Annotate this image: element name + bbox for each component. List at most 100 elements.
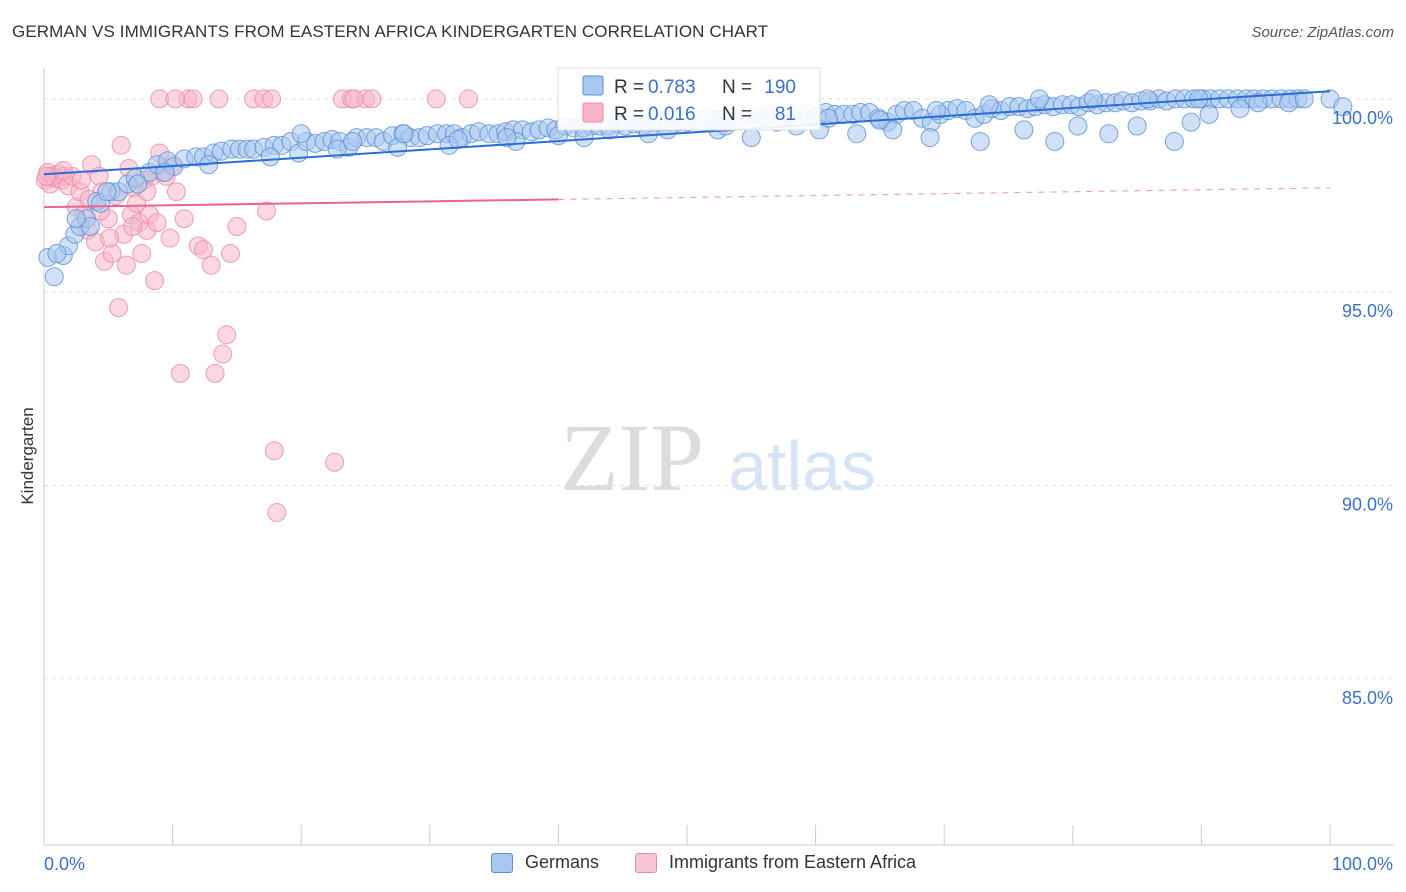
germans-point bbox=[1045, 131, 1065, 151]
eastern-africa-point bbox=[100, 228, 120, 248]
germans-point bbox=[343, 131, 363, 151]
eastern-africa-point bbox=[53, 160, 73, 180]
legend-item-eastern-africa: Immigrants from Eastern Africa bbox=[635, 852, 916, 873]
bottom-legend: Germans Immigrants from Eastern Africa bbox=[0, 850, 1406, 878]
germans-point bbox=[1333, 97, 1353, 117]
eastern-africa-point bbox=[205, 363, 225, 383]
eastern-africa-trend bbox=[43, 198, 559, 209]
germans-point bbox=[1127, 116, 1147, 136]
germans-point bbox=[926, 101, 946, 121]
eastern-africa-point bbox=[147, 213, 167, 233]
eastern-africa-point bbox=[344, 89, 364, 109]
x-tick-labels: 0.0% 100.0% bbox=[44, 854, 1393, 874]
germans-point bbox=[327, 139, 347, 159]
germans-r-value: 0.783 bbox=[648, 77, 696, 98]
eastern-africa-point bbox=[217, 325, 237, 345]
y-tick-label: 100.0% bbox=[1332, 108, 1393, 128]
legend-label-germans: Germans bbox=[525, 852, 600, 872]
germans-point bbox=[970, 131, 990, 151]
y-tick-label: 90.0% bbox=[1342, 494, 1393, 514]
germans-point bbox=[979, 95, 999, 115]
watermark-atlas: atlas bbox=[728, 427, 876, 505]
germans-point bbox=[574, 128, 594, 148]
germans-point bbox=[1294, 89, 1314, 109]
germans-point bbox=[1099, 124, 1119, 144]
germans-point bbox=[394, 124, 414, 144]
germans-point bbox=[128, 174, 148, 194]
eastern-africa-point bbox=[193, 240, 213, 260]
eastern-africa-point bbox=[264, 441, 284, 461]
x-tick-label-max: 100.0% bbox=[1332, 854, 1393, 874]
eastern-africa-point bbox=[71, 170, 91, 190]
axes bbox=[43, 68, 1394, 846]
eastern-africa-point bbox=[37, 166, 57, 186]
eastern-africa-point bbox=[116, 255, 136, 275]
eastern-africa-point bbox=[458, 89, 478, 109]
germans-point bbox=[47, 244, 67, 264]
y-tick-labels: 85.0% 90.0% 95.0% 100.0% bbox=[1332, 108, 1393, 708]
germans-point bbox=[883, 120, 903, 140]
eastern-africa-point bbox=[213, 344, 233, 364]
eastern-africa-point bbox=[362, 89, 382, 109]
germans-point bbox=[66, 209, 86, 229]
germans-point bbox=[260, 147, 280, 167]
germans-point bbox=[291, 124, 311, 144]
germans-n-label: N = bbox=[722, 77, 752, 98]
germans-n-value: 190 bbox=[764, 77, 796, 98]
germans-point bbox=[847, 124, 867, 144]
legend-swatch-eastern-africa bbox=[635, 852, 657, 873]
trend-lines bbox=[43, 90, 1331, 209]
gridlines bbox=[44, 98, 1394, 680]
eastern-africa-swatch bbox=[582, 102, 604, 123]
germans-r-label: R = bbox=[614, 77, 644, 98]
legend-item-germans: Germans bbox=[491, 852, 599, 873]
eastern-africa-point bbox=[160, 228, 180, 248]
germans-swatch bbox=[582, 75, 604, 96]
eastern-africa-point bbox=[165, 89, 185, 109]
germans-point bbox=[1137, 89, 1157, 109]
legend-swatch-germans bbox=[491, 852, 513, 873]
eastern-africa-point bbox=[426, 89, 446, 109]
eastern-africa-point bbox=[220, 244, 240, 264]
germans-point bbox=[155, 162, 175, 182]
watermark: ZIP atlas bbox=[560, 404, 876, 511]
germans-point bbox=[1230, 99, 1250, 119]
germans-point bbox=[448, 130, 468, 150]
eastern-africa-point bbox=[170, 363, 190, 383]
germans-point bbox=[97, 182, 117, 202]
eastern-africa-point bbox=[109, 298, 129, 318]
germans-point bbox=[44, 267, 64, 287]
germans-point bbox=[1014, 120, 1034, 140]
eastern-africa-point bbox=[262, 89, 282, 109]
chart-title: GERMAN VS IMMIGRANTS FROM EASTERN AFRICA… bbox=[12, 22, 769, 41]
legend-label-eastern-africa: Immigrants from Eastern Africa bbox=[669, 852, 917, 872]
germans-point bbox=[1199, 104, 1219, 124]
source-credit: Source: ZipAtlas.com bbox=[1251, 24, 1394, 41]
eastern-africa-trend-extension bbox=[558, 187, 1331, 201]
eastern-africa-point bbox=[267, 503, 287, 523]
eastern-africa-point bbox=[123, 216, 143, 236]
eastern-africa-r-value: 0.016 bbox=[648, 104, 696, 125]
eastern-africa-point bbox=[145, 271, 165, 291]
eastern-africa-point bbox=[166, 182, 186, 202]
germans-point bbox=[920, 128, 940, 148]
stats-legend: R = 0.783 N = 190 R = 0.016 N = 81 bbox=[557, 67, 821, 131]
watermark-zip: ZIP bbox=[560, 404, 704, 511]
eastern-africa-point bbox=[132, 244, 152, 264]
germans-point bbox=[1068, 116, 1088, 136]
germans-point bbox=[1248, 93, 1268, 113]
y-tick-label: 95.0% bbox=[1342, 301, 1393, 321]
eastern-africa-point bbox=[209, 89, 229, 109]
x-tick-label-min: 0.0% bbox=[44, 854, 85, 874]
eastern-africa-n-label: N = bbox=[722, 104, 752, 125]
eastern-africa-point bbox=[227, 216, 247, 236]
germans-point bbox=[1029, 89, 1049, 109]
eastern-africa-point bbox=[174, 209, 194, 229]
germans-point bbox=[497, 128, 517, 148]
x-ticks bbox=[43, 825, 1331, 845]
eastern-africa-point bbox=[325, 452, 345, 472]
germans-point bbox=[1083, 89, 1103, 109]
germans-point bbox=[1181, 112, 1201, 132]
eastern-africa-point bbox=[256, 201, 276, 221]
